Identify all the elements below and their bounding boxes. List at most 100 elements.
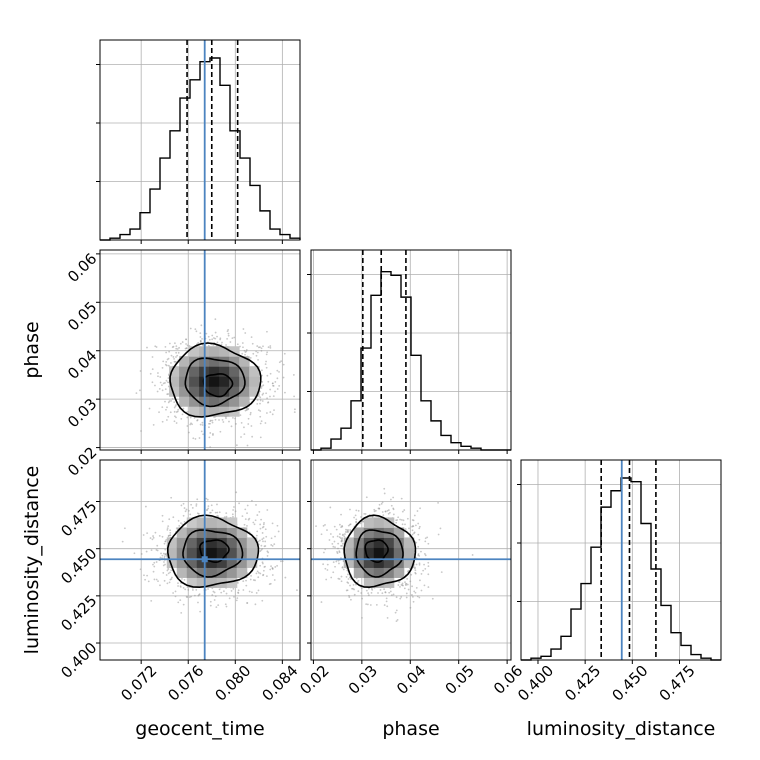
x-tick-label: 0.450 <box>608 662 651 705</box>
scatter-point <box>173 401 176 404</box>
scatter-point <box>276 564 279 567</box>
scatter-point <box>164 553 167 556</box>
scatter-point <box>258 510 261 513</box>
scatter-point <box>259 564 262 567</box>
scatter-point <box>157 580 159 583</box>
scatter-point <box>247 423 250 425</box>
scatter-point <box>265 360 267 363</box>
scatter-point <box>216 503 218 506</box>
density-cell <box>403 547 415 558</box>
scatter-point <box>165 538 168 541</box>
scatter-point <box>262 540 264 543</box>
scatter-point <box>259 415 262 418</box>
scatter-point <box>168 581 171 584</box>
density-cell <box>179 386 190 397</box>
scatter-point <box>187 410 189 413</box>
scatter-point <box>244 353 246 356</box>
scatter-point <box>377 592 379 594</box>
scatter-point <box>221 418 224 421</box>
scatter-point <box>177 601 180 604</box>
density-cell <box>229 356 240 367</box>
scatter-point <box>159 556 162 559</box>
scatter-point <box>145 550 148 553</box>
scatter-point <box>255 504 257 506</box>
density-cell <box>206 537 218 548</box>
scatter-point <box>324 548 327 551</box>
scatter-point <box>246 524 248 527</box>
density-cell <box>186 547 198 558</box>
scatter-point <box>335 528 338 531</box>
scatter-point <box>357 579 360 582</box>
scatter-point <box>255 572 258 575</box>
scatter-point <box>176 410 179 413</box>
scatter-point <box>184 510 187 513</box>
scatter-point <box>211 509 214 512</box>
scatter-point <box>220 591 223 594</box>
scatter-point <box>259 422 262 425</box>
scatter-point <box>195 504 198 507</box>
scatter-point <box>389 590 392 593</box>
scatter-point <box>135 392 138 395</box>
density-cell <box>166 557 178 568</box>
scatter-point <box>214 337 217 340</box>
scatter-point <box>418 596 421 599</box>
density-cell <box>236 537 248 548</box>
scatter-point <box>161 366 164 369</box>
scatter-point <box>162 382 165 385</box>
scatter-point <box>233 506 235 508</box>
scatter-point <box>214 318 217 321</box>
scatter-point <box>366 603 369 606</box>
scatter-point <box>281 560 284 563</box>
scatter-point <box>383 492 386 495</box>
scatter-point <box>259 399 262 402</box>
scatter-point <box>260 347 263 350</box>
scatter-point <box>182 407 185 410</box>
scatter-point <box>397 584 400 586</box>
scatter-point <box>173 410 176 413</box>
scatter-point <box>406 517 409 520</box>
scatter-point <box>175 351 178 354</box>
scatter-point <box>166 582 169 585</box>
scatter-point <box>278 371 280 373</box>
scatter-point <box>401 582 404 585</box>
scatter-point <box>413 590 416 593</box>
scatter-point <box>166 393 169 396</box>
density-cell <box>229 366 240 377</box>
scatter-point <box>334 565 336 568</box>
pair-panel-geocent_time-phase <box>96 249 301 454</box>
scatter-point <box>250 336 253 339</box>
scatter-point <box>266 509 269 511</box>
scatter-point <box>241 342 244 344</box>
scatter-point <box>278 384 281 387</box>
scatter-point <box>164 388 167 391</box>
scatter-point <box>176 354 179 357</box>
scatter-point <box>237 592 240 594</box>
y-tick-label: 0.05 <box>64 298 100 334</box>
density-cell <box>229 346 240 357</box>
scatter-point <box>149 537 152 539</box>
scatter-point <box>340 580 343 583</box>
density-cell <box>373 567 385 578</box>
scatter-point <box>405 592 408 595</box>
scatter-point <box>165 351 168 354</box>
scatter-point <box>147 580 150 583</box>
scatter-point <box>411 533 414 536</box>
scatter-point <box>178 524 181 527</box>
scatter-point <box>340 545 342 547</box>
scatter-point <box>257 576 260 579</box>
scatter-point <box>195 588 198 591</box>
scatter-point <box>386 617 389 619</box>
scatter-point <box>361 597 363 600</box>
scatter-point <box>148 407 151 410</box>
scatter-point <box>260 518 263 521</box>
scatter-point <box>383 588 386 591</box>
scatter-point <box>216 514 219 517</box>
scatter-point <box>207 344 210 347</box>
scatter-point <box>227 332 230 335</box>
density-cell <box>176 527 188 538</box>
scatter-point <box>341 542 344 545</box>
scatter-point <box>243 426 245 429</box>
y-axis-label-phase: phase <box>21 321 43 378</box>
scatter-point <box>206 498 209 501</box>
y-tick-label: 0.03 <box>64 395 100 431</box>
